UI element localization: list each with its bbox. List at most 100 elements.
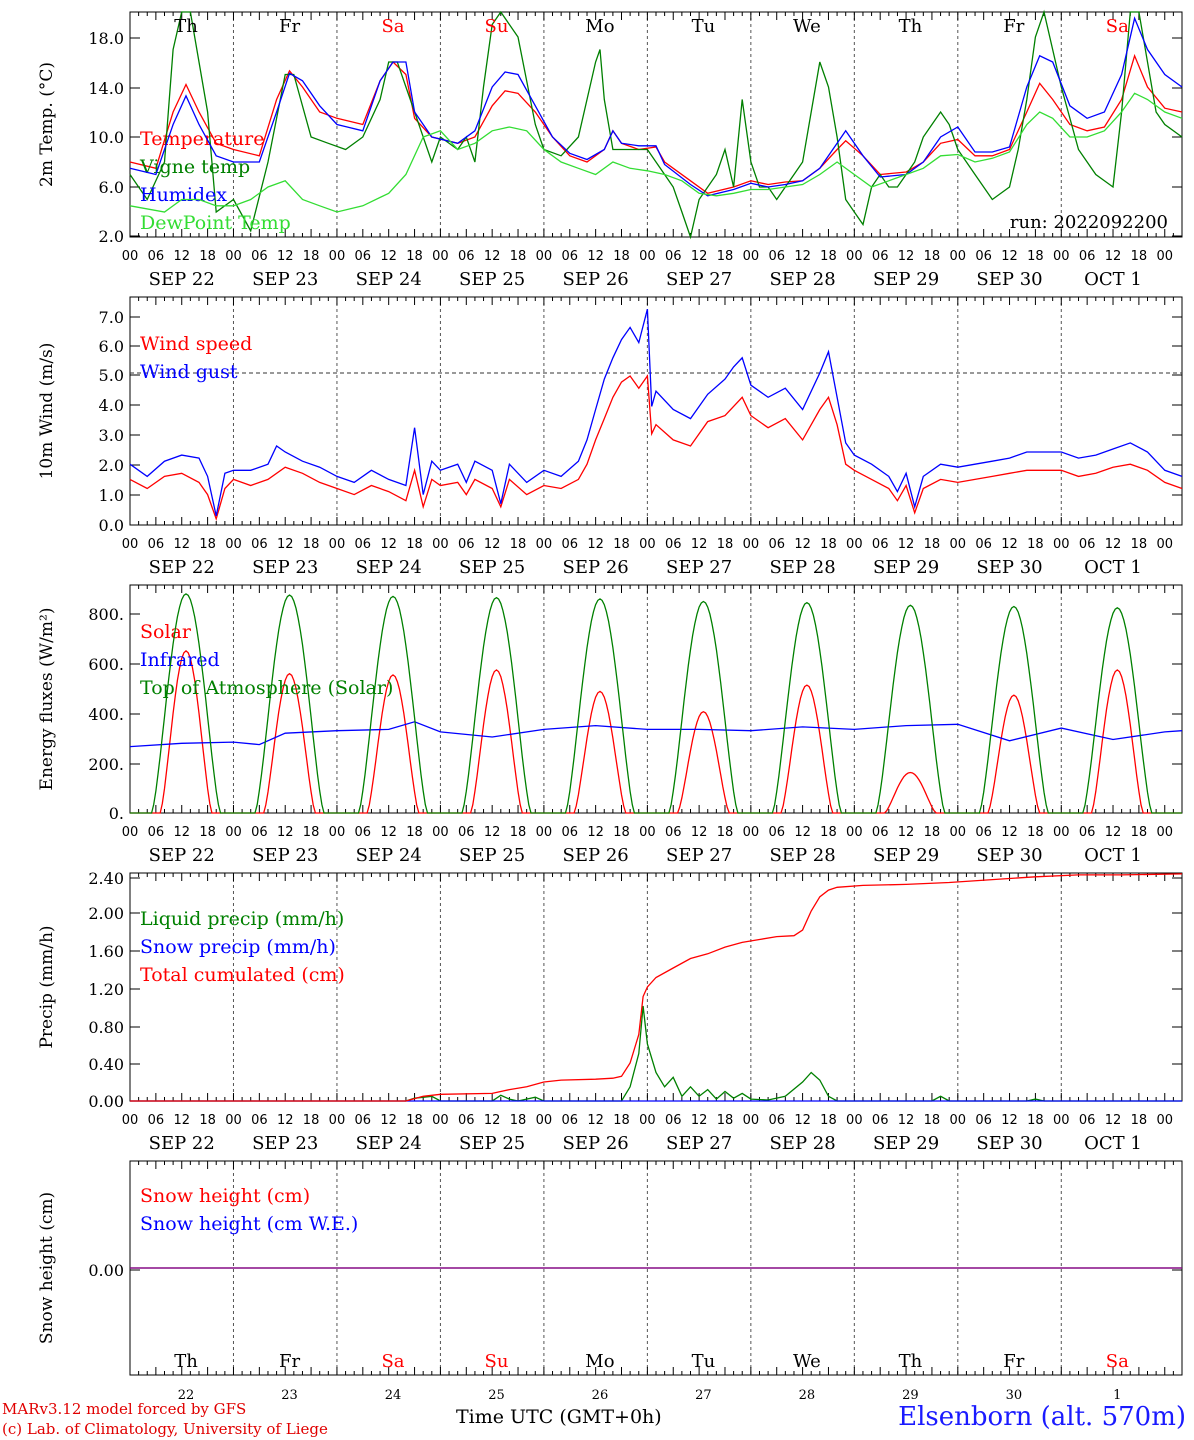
plot-frame bbox=[129, 296, 1183, 526]
hour-label: 06 bbox=[1079, 825, 1096, 840]
hour-label: 00 bbox=[122, 537, 139, 552]
hour-label: 12 bbox=[898, 537, 915, 552]
date-label: SEP 24 bbox=[356, 845, 422, 866]
hour-label: 00 bbox=[329, 249, 346, 264]
hour-label: 12 bbox=[587, 537, 604, 552]
y-tick-label: 600. bbox=[88, 655, 124, 674]
hour-label: 06 bbox=[458, 537, 475, 552]
date-label: SEP 30 bbox=[976, 269, 1042, 290]
hour-label: 06 bbox=[355, 825, 372, 840]
day-number-label: 24 bbox=[385, 1388, 402, 1403]
hour-label: 18 bbox=[924, 537, 941, 552]
run-label: run: 2022092200 bbox=[1010, 212, 1168, 233]
y-tick-label: 18.0 bbox=[88, 29, 124, 48]
date-label: OCT 1 bbox=[1084, 1133, 1142, 1154]
y-tick-label: 10.0 bbox=[88, 128, 124, 147]
series-line-liquid-precip-mm-h- bbox=[130, 1005, 1182, 1102]
hour-label: 18 bbox=[303, 825, 320, 840]
hour-label: 00 bbox=[1156, 825, 1173, 840]
plot-frame bbox=[129, 584, 1183, 814]
hour-label: 12 bbox=[380, 825, 397, 840]
hour-label: 06 bbox=[975, 1113, 992, 1128]
hour-label: 12 bbox=[898, 825, 915, 840]
panel-energy: 800. 600. 400. 200. 0. Energy fluxes (W/m²) 00… bbox=[37, 584, 1183, 866]
day-name-label: Fr bbox=[279, 1351, 300, 1372]
hour-label: 06 bbox=[872, 537, 889, 552]
hour-label: 18 bbox=[1027, 249, 1044, 264]
hour-label: 12 bbox=[794, 249, 811, 264]
hour-label: 00 bbox=[432, 249, 449, 264]
hour-label: 00 bbox=[536, 825, 553, 840]
date-label: SEP 25 bbox=[459, 845, 525, 866]
hour-label: 06 bbox=[561, 825, 578, 840]
legend-entry: Temperature bbox=[140, 128, 264, 150]
hour-label: 18 bbox=[820, 249, 837, 264]
date-label: SEP 25 bbox=[459, 269, 525, 290]
y-tick-label: 400. bbox=[88, 705, 124, 724]
date-label: SEP 29 bbox=[873, 1133, 939, 1154]
date-label: SEP 23 bbox=[252, 845, 318, 866]
date-label: SEP 29 bbox=[873, 269, 939, 290]
hour-label: 06 bbox=[148, 249, 165, 264]
hour-label: 06 bbox=[768, 825, 785, 840]
date-label: SEP 25 bbox=[459, 1133, 525, 1154]
hour-label: 00 bbox=[122, 1113, 139, 1128]
hour-label: 00 bbox=[1053, 1113, 1070, 1128]
hour-label: 18 bbox=[1027, 825, 1044, 840]
hour-label: 18 bbox=[406, 249, 423, 264]
hour-label: 12 bbox=[794, 537, 811, 552]
hour-label: 12 bbox=[484, 1113, 501, 1128]
hour-label: 06 bbox=[148, 825, 165, 840]
date-label: SEP 26 bbox=[563, 1133, 629, 1154]
date-label: SEP 23 bbox=[252, 269, 318, 290]
hour-label: 06 bbox=[1079, 249, 1096, 264]
series-line-solar bbox=[130, 650, 1182, 814]
series-line-temperature bbox=[129, 53, 1183, 195]
hour-label: 18 bbox=[717, 537, 734, 552]
hour-label: 12 bbox=[691, 1113, 708, 1128]
hour-label: 12 bbox=[173, 537, 190, 552]
date-label: SEP 27 bbox=[666, 269, 732, 290]
day-number-label: 27 bbox=[695, 1388, 712, 1403]
hour-label: 12 bbox=[173, 825, 190, 840]
hour-label: 18 bbox=[303, 1113, 320, 1128]
hour-label: 00 bbox=[432, 537, 449, 552]
date-label: SEP 23 bbox=[252, 557, 318, 578]
date-label: SEP 27 bbox=[666, 845, 732, 866]
legend-entry: Wind speed bbox=[140, 333, 252, 355]
hour-label: 12 bbox=[1001, 825, 1018, 840]
date-label: SEP 29 bbox=[873, 557, 939, 578]
day-number-label: 28 bbox=[799, 1388, 816, 1403]
day-name-label: Sa bbox=[1106, 1351, 1129, 1372]
day-name-label: Sa bbox=[381, 16, 404, 37]
hour-label: 12 bbox=[691, 825, 708, 840]
hour-label: 18 bbox=[924, 825, 941, 840]
date-label: SEP 28 bbox=[769, 557, 835, 578]
hour-label: 00 bbox=[225, 1113, 242, 1128]
y-tick-label: 7.0 bbox=[99, 308, 124, 327]
credit-line-2: (c) Lab. of Climatology, University of L… bbox=[2, 1420, 328, 1438]
date-label: SEP 30 bbox=[976, 1133, 1042, 1154]
hour-label: 00 bbox=[743, 825, 760, 840]
day-name-label: Fr bbox=[279, 16, 300, 37]
hour-label: 18 bbox=[199, 1113, 216, 1128]
time-axis-title: Time UTC (GMT+0h) bbox=[456, 1406, 662, 1428]
hour-label: 12 bbox=[380, 249, 397, 264]
y-tick-label: 800. bbox=[88, 605, 124, 624]
hour-label: 06 bbox=[1079, 537, 1096, 552]
hour-label: 12 bbox=[380, 537, 397, 552]
hour-label: 00 bbox=[846, 249, 863, 264]
hour-label: 18 bbox=[613, 825, 630, 840]
hour-label: 12 bbox=[173, 249, 190, 264]
hour-label: 18 bbox=[613, 537, 630, 552]
hour-label: 00 bbox=[1053, 249, 1070, 264]
y-tick-label: 0. bbox=[109, 804, 124, 823]
station-name: Elsenborn (alt. 570m) bbox=[898, 1402, 1186, 1432]
date-label: SEP 27 bbox=[666, 557, 732, 578]
hour-label: 00 bbox=[225, 537, 242, 552]
hour-label: 00 bbox=[1156, 249, 1173, 264]
hour-label: 12 bbox=[1105, 825, 1122, 840]
day-number-label: 1 bbox=[1113, 1388, 1121, 1403]
day-name-label: Tu bbox=[692, 16, 716, 37]
